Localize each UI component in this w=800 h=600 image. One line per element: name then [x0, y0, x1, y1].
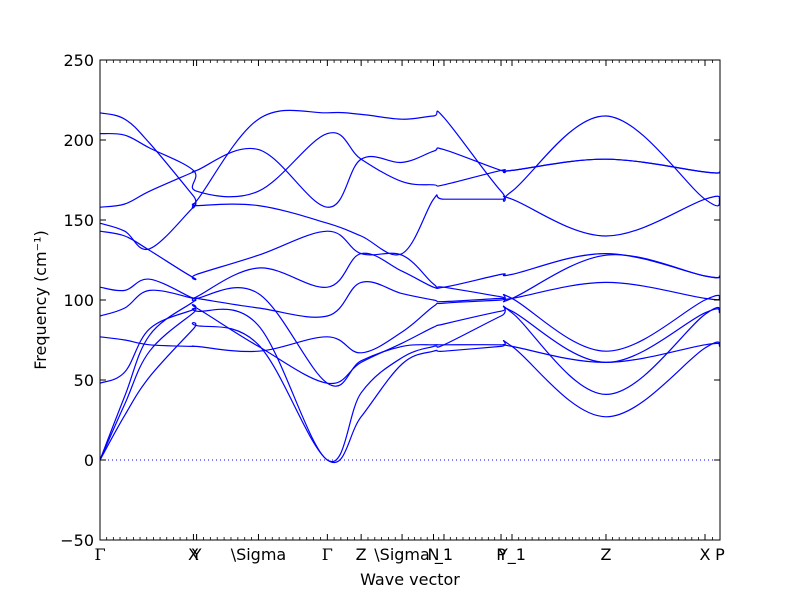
x-tick-label: Γ	[94, 545, 105, 564]
y-tick-label: 0	[84, 451, 94, 470]
series-line-5	[99, 294, 721, 354]
x-tick-label: _1	[434, 545, 453, 565]
y-tick-label: 200	[63, 131, 94, 150]
y-tick-label: −50	[60, 531, 94, 550]
y-tick-label: 250	[63, 51, 94, 70]
x-tick-label: \Sigma	[374, 545, 430, 564]
plot-frame	[99, 59, 721, 541]
x-tick-label: P	[496, 545, 506, 564]
x-tick-label: P	[715, 545, 725, 564]
x-tick-label: N	[428, 545, 440, 564]
x-tick-label: Y_1	[497, 545, 526, 565]
x-axis-minor-ticks	[106, 60, 713, 540]
series-line-6	[99, 280, 721, 318]
x-tick-label: Γ	[322, 545, 333, 564]
series-line-10	[99, 147, 721, 208]
y-axis-title: Frequency (cm⁻¹)	[31, 230, 50, 369]
series-line-2	[99, 305, 721, 463]
x-axis-title: Wave vector	[360, 570, 460, 589]
y-tick-label: 50	[74, 371, 94, 390]
series-line-9	[99, 194, 721, 256]
series-line-7	[99, 252, 721, 303]
series-lines	[99, 109, 721, 464]
series-line-4	[99, 304, 721, 385]
series-line-3	[99, 287, 721, 461]
y-tick-label: 150	[63, 211, 94, 230]
x-tick-label: X	[700, 545, 711, 564]
x-tick-label: Z	[600, 545, 611, 564]
x-tick-label: X	[188, 545, 199, 564]
y-tick-label: 100	[63, 291, 94, 310]
series-line-1	[99, 322, 721, 464]
series-line-8	[99, 230, 721, 290]
series-line-11	[99, 132, 721, 198]
x-tick-label: \Sigma	[231, 545, 287, 564]
y-axis-ticks: −50 0 50 100 150 200 250	[60, 51, 720, 550]
x-tick-label: Y	[191, 545, 202, 564]
x-tick-label: Z	[356, 545, 367, 564]
series-line-12	[99, 109, 721, 209]
